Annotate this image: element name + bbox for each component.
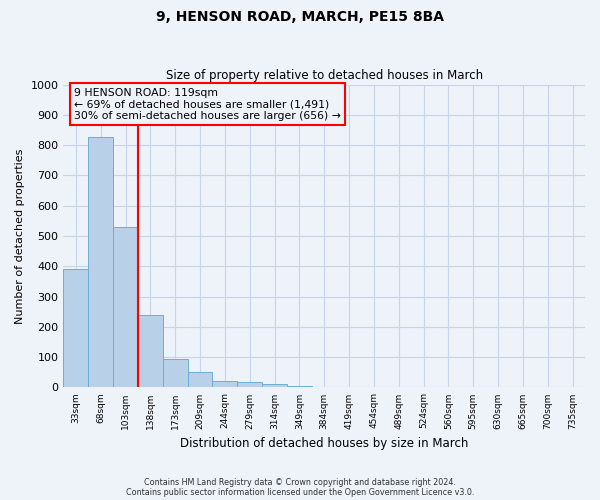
Bar (163, 358, 188, 388)
Text: 9, HENSON ROAD, MARCH, PE15 8BA: 9, HENSON ROAD, MARCH, PE15 8BA (156, 10, 444, 24)
Bar (237, 382, 262, 388)
Bar (287, 386, 312, 388)
Bar (64, 270, 88, 388)
Y-axis label: Number of detached properties: Number of detached properties (15, 148, 25, 324)
Bar (113, 227, 138, 388)
Bar (188, 372, 212, 388)
Bar (262, 384, 287, 388)
Bar (88, 136, 113, 388)
Title: Size of property relative to detached houses in March: Size of property relative to detached ho… (166, 69, 483, 82)
X-axis label: Distribution of detached houses by size in March: Distribution of detached houses by size … (180, 437, 469, 450)
Bar (138, 314, 163, 388)
Text: Contains HM Land Registry data © Crown copyright and database right 2024.
Contai: Contains HM Land Registry data © Crown c… (126, 478, 474, 497)
Bar (212, 382, 237, 388)
Text: 9 HENSON ROAD: 119sqm
← 69% of detached houses are smaller (1,491)
30% of semi-d: 9 HENSON ROAD: 119sqm ← 69% of detached … (74, 88, 341, 121)
